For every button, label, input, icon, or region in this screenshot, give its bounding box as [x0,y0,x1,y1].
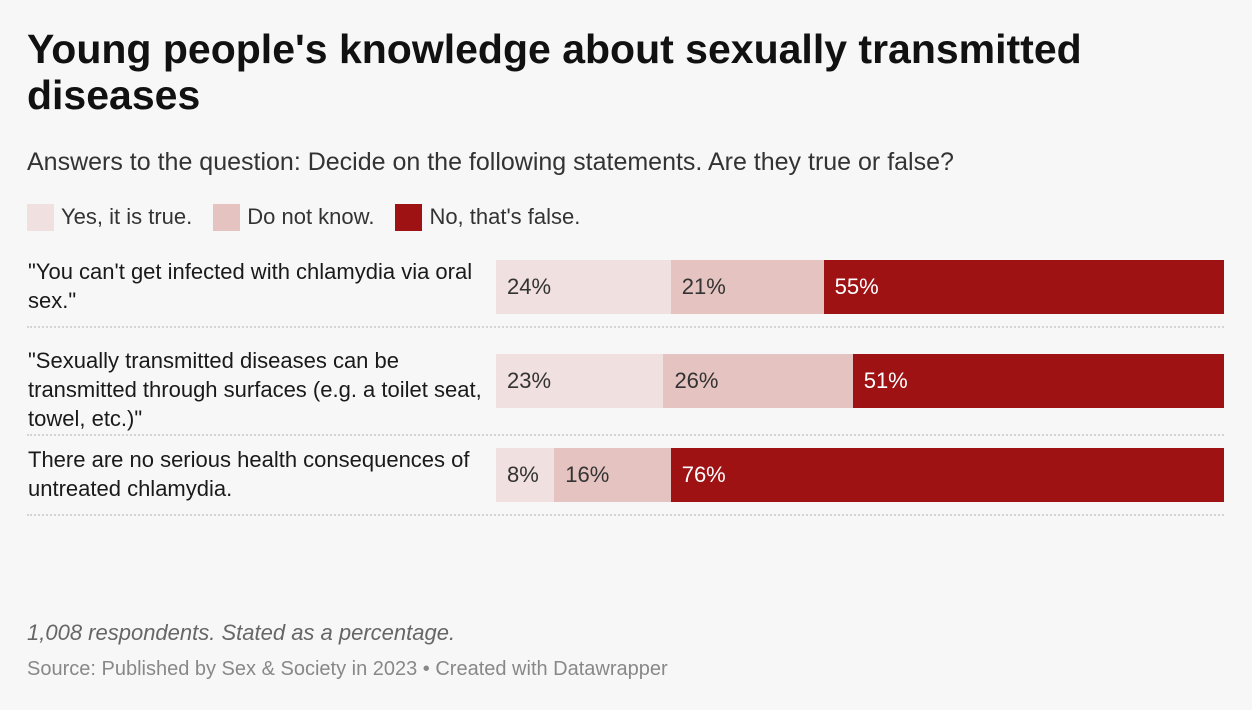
category-label: "You can't get infected with chlamydia v… [28,259,473,313]
chart-source: Source: Published by Sex & Society in 20… [27,658,668,680]
category-label: There are no serious health consequences… [28,447,470,501]
bar-segment: 16% [554,448,671,502]
bar-row: "You can't get infected with chlamydia v… [27,252,1224,328]
stacked-bar: 23% 26% 51% [496,354,1224,408]
data-label: 21% [681,274,726,299]
legend-swatch [213,203,241,231]
bar-row: "Sexually transmitted diseases can be tr… [27,346,1224,436]
data-label: 8% [507,462,539,487]
chart-title: Young people's knowledge about sexually … [27,26,1082,118]
legend-item: No, that's false. [395,203,581,231]
data-label: 24% [507,274,552,299]
bar-segment: 51% [852,354,1224,408]
chart-notes: 1,008 respondents. Stated as a percentag… [27,620,456,645]
bar-segment: 8% [496,448,555,502]
legend-label: No, that's false. [429,204,581,229]
chart-subtitle: Answers to the question: Decide on the f… [27,148,954,176]
data-label: 23% [507,368,552,393]
data-label: 16% [565,462,610,487]
legend-item: Yes, it is true. [27,203,193,231]
bar-segment: 26% [663,354,853,408]
bar-segment: 76% [670,448,1224,502]
legend-swatch [27,203,54,231]
bar-segment: 55% [823,260,1224,314]
legend-swatch [395,203,423,231]
data-label: 51% [863,368,908,393]
bar-segment: 23% [496,354,664,408]
legend: Yes, it is true. Do not know. No, that's f… [27,202,601,232]
stacked-bar: 24% 21% 55% [496,260,1224,314]
data-label: 76% [681,462,726,487]
bar-segment: 24% [496,260,671,314]
data-label: 55% [834,274,879,299]
category-label: "Sexually transmitted diseases can be tr… [28,348,482,431]
legend-label: Yes, it is true. [61,204,193,229]
bar-segment: 21% [670,260,824,314]
stacked-bar: 8% 16% 76% [496,448,1224,502]
legend-item: Do not know. [213,203,375,231]
data-label: 26% [674,368,719,393]
bar-row: There are no serious health consequences… [27,440,1224,516]
legend-label: Do not know. [247,204,375,229]
